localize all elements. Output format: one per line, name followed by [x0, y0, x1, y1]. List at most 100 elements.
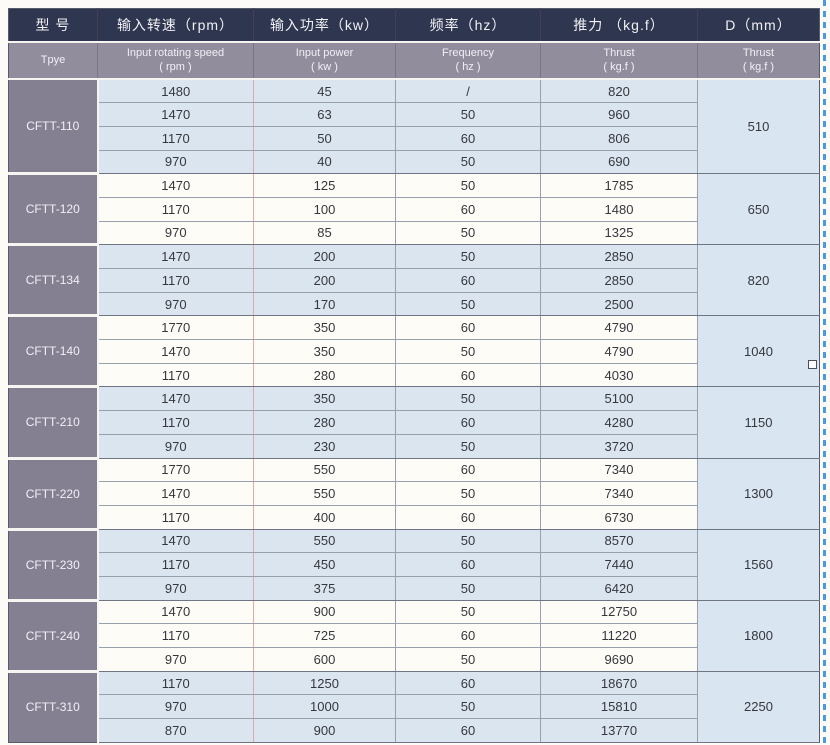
- table-row: 970 1000 50 15810: [9, 694, 820, 720]
- cell-freq: 50: [395, 102, 541, 127]
- cell-power: 350: [253, 386, 396, 412]
- cell-power: 450: [253, 552, 396, 577]
- table-row: CFTT-120 1470 125 50 1785 650: [8, 173, 820, 247]
- model-cell: CFTT-230: [8, 529, 99, 602]
- cell-thrust: 7340: [540, 481, 698, 506]
- cell-thrust: 1785: [540, 173, 698, 198]
- cell-speed: 1170: [97, 552, 254, 577]
- cell-diameter: 650: [697, 173, 820, 246]
- table-row: CFTT-210 1470 350 50 5100 1150: [8, 386, 820, 460]
- cell-diameter: 1800: [697, 600, 820, 672]
- cell-diameter: 1040: [697, 315, 820, 388]
- column-header-cn: 输入功率（kw）: [253, 8, 396, 43]
- model-cell: CFTT-210: [8, 386, 99, 460]
- cell-power: 1000: [253, 694, 396, 720]
- header-row-english: Tpye Input rotating speed( rpm ) Input pow…: [8, 42, 820, 80]
- cell-freq: 50: [395, 434, 541, 459]
- cell-thrust: 12750: [540, 600, 698, 625]
- table-row: 1470 350 50 4790: [9, 339, 820, 364]
- cell-speed: 1470: [97, 173, 254, 198]
- table-row: CFTT-240 1470 900 50 12750 1800: [8, 600, 820, 673]
- model-cell: CFTT-134: [8, 244, 99, 318]
- table-row: 970 85 50 1325: [9, 221, 820, 246]
- table-row: 970 230 50 3720: [9, 434, 820, 459]
- cell-speed: 970: [97, 694, 254, 720]
- cell-diameter: 1150: [697, 386, 820, 459]
- cell-power: 170: [253, 292, 396, 317]
- cell-speed: 970: [97, 292, 254, 317]
- column-header-cn: 频率（hz）: [395, 8, 541, 43]
- selection-handle[interactable]: [808, 360, 817, 369]
- cell-freq: 60: [395, 623, 541, 648]
- cell-speed: 1470: [97, 102, 254, 127]
- table-row: 970 375 50 6420: [9, 576, 820, 601]
- cell-freq: 50: [395, 576, 541, 601]
- column-header-en-line1: Input rotating speed: [126, 46, 225, 59]
- cell-thrust: 8570: [540, 529, 698, 554]
- cell-thrust: 2850: [540, 244, 698, 269]
- cell-speed: 1170: [97, 623, 254, 648]
- cell-power: 50: [253, 126, 396, 151]
- cell-freq: 50: [395, 339, 541, 364]
- cell-speed: 1470: [97, 481, 254, 506]
- column-header-en: Input rotating speed( rpm ): [97, 42, 254, 80]
- cell-power: 350: [253, 339, 396, 364]
- cell-thrust: 4790: [540, 339, 698, 364]
- cell-speed: 1470: [97, 529, 254, 554]
- cell-power: 125: [253, 173, 396, 198]
- page-cut-dashed-line: [823, 0, 826, 745]
- cell-speed: 1170: [97, 268, 254, 293]
- cell-thrust: 6730: [540, 505, 698, 530]
- cell-freq: 50: [395, 529, 541, 554]
- table-row: 970 40 50 690: [9, 150, 820, 175]
- table-row: 1170 100 60 1480: [9, 197, 820, 222]
- cell-thrust: 1325: [540, 221, 698, 246]
- column-header-en: Tpye: [8, 42, 98, 80]
- cell-thrust: 11220: [540, 623, 698, 648]
- cell-speed: 1170: [97, 671, 254, 696]
- model-cell: CFTT-120: [8, 173, 99, 247]
- cell-thrust: 4790: [540, 315, 698, 341]
- model-cell: CFTT-110: [8, 79, 99, 176]
- cell-power: 40: [253, 150, 396, 175]
- cell-power: 725: [253, 623, 396, 648]
- table-row: 970 170 50 2500: [9, 292, 820, 317]
- cell-power: 63: [253, 102, 396, 127]
- cell-freq: 60: [395, 718, 541, 743]
- table-row: 1170 280 60 4030: [9, 363, 820, 388]
- cell-speed: 970: [97, 150, 254, 175]
- cell-speed: 1470: [97, 244, 254, 269]
- cell-speed: 1170: [97, 410, 254, 435]
- column-header-en-line2: ( kg.f ): [603, 60, 635, 73]
- cell-diameter: 1560: [697, 529, 820, 601]
- cell-speed: 970: [97, 221, 254, 246]
- column-header-en: Frequency( hz ): [395, 42, 541, 80]
- column-header-en-line2: ( kw ): [311, 60, 338, 73]
- cell-power: 45: [253, 79, 396, 104]
- cell-freq: 50: [395, 481, 541, 506]
- column-header-en-line1: Input power: [295, 46, 354, 59]
- cell-thrust: 13770: [540, 718, 698, 743]
- cell-power: 200: [253, 268, 396, 293]
- cell-speed: 1170: [97, 363, 254, 388]
- cell-speed: 1470: [97, 339, 254, 364]
- cell-power: 400: [253, 505, 396, 530]
- cell-freq: 60: [395, 197, 541, 222]
- column-header-en-line1: Frequency: [442, 46, 494, 59]
- model-cell: CFTT-220: [8, 458, 99, 531]
- cell-thrust: 1480: [540, 197, 698, 222]
- cell-speed: 970: [97, 576, 254, 601]
- table-row: 1470 63 50 960: [9, 102, 820, 127]
- table-row: 1170 280 60 4280: [9, 410, 820, 435]
- cell-power: 550: [253, 529, 396, 554]
- cell-power: 375: [253, 576, 396, 601]
- cell-thrust: 690: [540, 150, 698, 175]
- column-header-en-line2: ( rpm ): [159, 60, 192, 73]
- column-header-en: Input power( kw ): [253, 42, 396, 80]
- cell-speed: 970: [97, 434, 254, 459]
- cell-speed: 1170: [97, 505, 254, 530]
- cell-speed: 1470: [97, 386, 254, 412]
- cell-speed: 1470: [97, 600, 254, 625]
- cell-speed: 1770: [97, 315, 254, 341]
